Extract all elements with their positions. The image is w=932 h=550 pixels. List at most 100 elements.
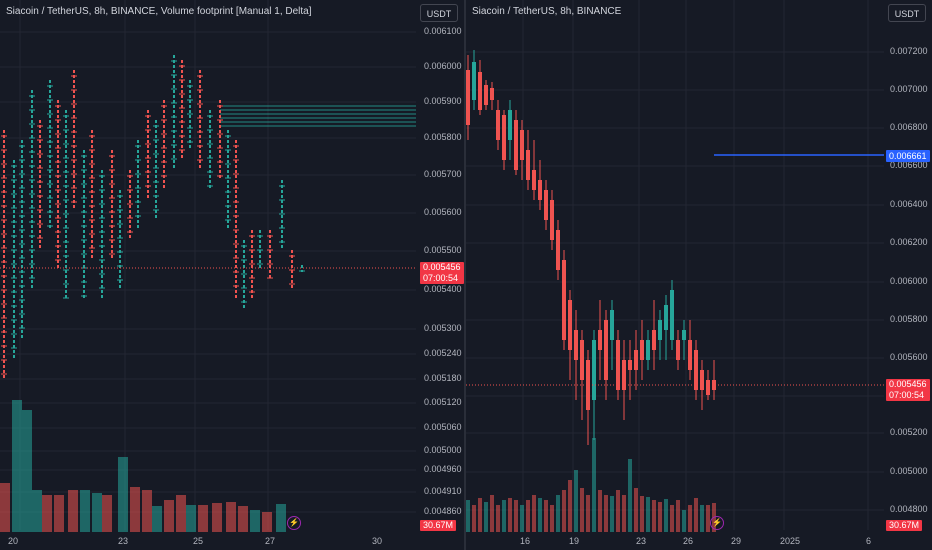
volume-tag: 30.67M [420, 520, 457, 531]
volume-bar [176, 495, 186, 532]
price-tick-label: 0.005000 [890, 466, 928, 476]
candle-body [562, 260, 566, 340]
candle-body [682, 330, 686, 340]
flash-icon[interactable]: ⚡ [287, 516, 301, 530]
volume-bar [118, 457, 128, 532]
price-tick-label: 0.006100 [424, 26, 462, 36]
price-tick-label: 0.006400 [890, 199, 928, 209]
price-tick-label: 0.007200 [890, 46, 928, 56]
price-tick-label: 0.007000 [890, 84, 928, 94]
volume-bar [526, 500, 530, 532]
candle-body [640, 340, 644, 360]
candlestick-chart-pane[interactable]: Siacoin / TetherUS, 8h, BINANCE USDT 0.0… [466, 0, 932, 550]
volume-bar [12, 400, 22, 532]
last-price: 0.005456 [423, 262, 461, 272]
candle-body [634, 350, 638, 370]
volume-bar [514, 500, 518, 532]
price-tick-label: 0.005060 [424, 422, 462, 432]
time-tick-label: 16 [520, 536, 531, 546]
candle-body [508, 110, 512, 140]
price-tick-label: 0.005400 [424, 284, 462, 294]
volume-bar [622, 495, 626, 532]
price-tick-label: 0.005180 [424, 373, 462, 383]
price-tick-label: 0.005240 [424, 348, 462, 358]
volume-bar [658, 502, 662, 532]
bar-countdown: 07:00:54 [423, 273, 459, 283]
last-price-tag: 0.005456 07:00:54 [886, 379, 930, 401]
volume-bar [682, 510, 686, 532]
candle-body [490, 88, 494, 100]
candle-body [604, 320, 608, 380]
price-tick-label: 0.005300 [424, 323, 462, 333]
price-tick-label: 0.006800 [890, 122, 928, 132]
volume-bar [640, 496, 644, 532]
volume-bar [0, 483, 10, 532]
time-tick-label: 6 [866, 536, 872, 546]
bar-countdown: 07:00:54 [889, 390, 925, 400]
volume-bar [574, 470, 578, 532]
volume-bar [130, 487, 140, 532]
chart-title: Siacoin / TetherUS, 8h, BINANCE [472, 6, 622, 17]
candle-body [628, 360, 632, 370]
price-tick-label: 0.004860 [424, 506, 462, 516]
candle-body [652, 330, 656, 350]
last-price: 0.005456 [889, 379, 927, 389]
candle-body [622, 360, 626, 390]
footprint-chart-canvas[interactable] [0, 0, 464, 550]
volume-bar [276, 504, 286, 532]
volume-bar [670, 505, 674, 532]
price-tick-label: 0.006200 [890, 237, 928, 247]
price-axis[interactable] [884, 0, 932, 550]
currency-unit-button[interactable]: USDT [420, 4, 458, 22]
candle-body [688, 340, 692, 370]
volume-bar [22, 410, 32, 532]
volume-bar [502, 500, 506, 532]
time-tick-label: 25 [193, 536, 204, 546]
pane-divider[interactable] [464, 0, 466, 550]
volume-bar [152, 506, 162, 532]
volume-bar [544, 500, 548, 532]
price-tick-label: 0.005600 [890, 352, 928, 362]
time-tick-label: 19 [569, 536, 580, 546]
volume-bar [102, 495, 112, 532]
time-tick-label: 23 [636, 536, 647, 546]
volume-bar [142, 490, 152, 532]
volume-bar [68, 490, 78, 532]
candle-body [646, 340, 650, 360]
volume-bar [550, 505, 554, 532]
candle-body [550, 200, 554, 240]
footprint-chart-pane[interactable]: Siacoin / TetherUS, 8h, BINANCE, Volume … [0, 0, 464, 550]
candle-body [610, 310, 614, 340]
volume-bar [604, 495, 608, 532]
currency-unit-button[interactable]: USDT [888, 4, 926, 22]
volume-bar [700, 505, 704, 532]
volume-bar [610, 496, 614, 532]
volume-bar [634, 488, 638, 532]
price-tick-label: 0.005000 [424, 445, 462, 455]
volume-bar [676, 500, 680, 532]
flash-icon[interactable]: ⚡ [710, 516, 724, 530]
candle-body [694, 350, 698, 390]
price-tick-label: 0.006600 [890, 160, 928, 170]
volume-bar [598, 490, 602, 532]
time-tick-label: 20 [8, 536, 19, 546]
volume-bar [568, 480, 572, 532]
price-tick-label: 0.005500 [424, 245, 462, 255]
candle-body [514, 120, 518, 170]
candle-body [658, 320, 662, 340]
price-tick-label: 0.005700 [424, 169, 462, 179]
price-tick-label: 0.005800 [424, 132, 462, 142]
candle-body [532, 170, 536, 190]
volume-bar [652, 500, 656, 532]
volume-bar [92, 493, 102, 532]
candle-body [670, 290, 674, 340]
time-tick-label: 30 [372, 536, 383, 546]
volume-bar [472, 505, 476, 532]
price-tick-label: 0.005200 [890, 427, 928, 437]
candlestick-chart-canvas[interactable] [466, 0, 932, 550]
price-tick-label: 0.005120 [424, 397, 462, 407]
volume-bar [628, 459, 632, 532]
candle-body [598, 330, 602, 350]
time-tick-label: 23 [118, 536, 129, 546]
volume-bar [466, 500, 470, 532]
